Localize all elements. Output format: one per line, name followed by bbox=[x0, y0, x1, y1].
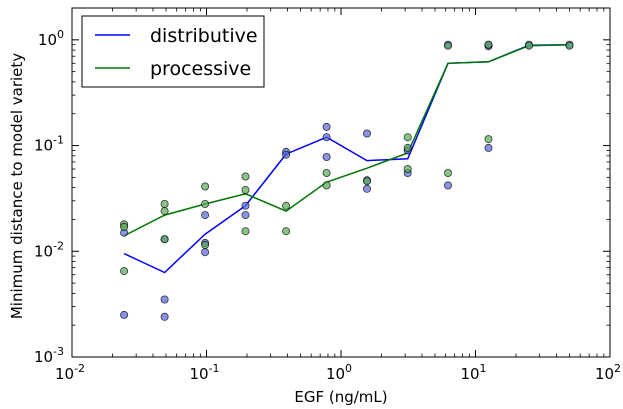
data-point-processive-18 bbox=[403, 143, 412, 152]
points-layer bbox=[120, 40, 574, 321]
data-point-distributive-11 bbox=[282, 150, 291, 159]
data-point-processive-3 bbox=[160, 199, 169, 208]
series-layer bbox=[123, 43, 570, 274]
y-tick-label: 10-2 bbox=[34, 239, 64, 260]
data-point-processive-6 bbox=[201, 182, 210, 191]
legend-label-processive: processive bbox=[150, 58, 251, 80]
data-point-distributive-14 bbox=[322, 152, 331, 161]
legend-label-distributive: distributive bbox=[150, 25, 258, 47]
data-point-processive-4 bbox=[160, 207, 169, 216]
data-point-distributive-12 bbox=[322, 122, 331, 131]
data-point-processive-10 bbox=[241, 185, 250, 194]
data-point-distributive-21 bbox=[443, 181, 452, 190]
data-point-processive-9 bbox=[241, 172, 250, 181]
y-tick-label: 10-3 bbox=[34, 345, 64, 366]
data-point-processive-7 bbox=[201, 199, 210, 208]
x-tick-label: 10-1 bbox=[189, 362, 219, 383]
data-point-processive-19 bbox=[403, 164, 412, 173]
data-point-distributive-8 bbox=[241, 201, 250, 210]
data-point-distributive-24 bbox=[484, 143, 493, 152]
data-point-processive-16 bbox=[362, 177, 371, 186]
data-point-processive-17 bbox=[403, 133, 412, 142]
x-tick-label: 101 bbox=[460, 362, 486, 383]
data-point-processive-5 bbox=[160, 235, 169, 244]
data-point-processive-2 bbox=[120, 267, 129, 276]
data-point-processive-23 bbox=[484, 135, 493, 144]
data-point-distributive-17 bbox=[362, 184, 371, 193]
data-point-distributive-7 bbox=[201, 248, 210, 257]
data-point-distributive-9 bbox=[241, 211, 250, 220]
data-point-processive-20 bbox=[443, 41, 452, 50]
data-point-processive-8 bbox=[201, 240, 210, 249]
data-point-distributive-4 bbox=[160, 312, 169, 321]
data-point-processive-21 bbox=[443, 168, 452, 177]
data-point-processive-11 bbox=[241, 227, 250, 236]
data-point-distributive-1 bbox=[120, 310, 129, 319]
y-tick-label: 100 bbox=[38, 28, 64, 49]
data-point-distributive-3 bbox=[160, 295, 169, 304]
legend: distributive processive bbox=[81, 15, 265, 88]
data-point-processive-22 bbox=[484, 40, 493, 49]
data-point-distributive-15 bbox=[362, 129, 371, 138]
data-point-processive-14 bbox=[322, 168, 331, 177]
data-point-processive-15 bbox=[322, 181, 331, 190]
ticks-layer bbox=[71, 7, 611, 358]
data-point-distributive-5 bbox=[201, 211, 210, 220]
series-line-processive bbox=[123, 43, 570, 237]
x-tick-label: 102 bbox=[595, 362, 621, 383]
y-tick-label: 10-1 bbox=[34, 134, 64, 155]
x-tick-label: 10-2 bbox=[55, 362, 85, 383]
data-point-processive-13 bbox=[282, 227, 291, 236]
data-point-processive-24 bbox=[525, 41, 534, 50]
data-point-processive-1 bbox=[120, 222, 129, 231]
legend-box bbox=[81, 15, 265, 88]
data-point-processive-12 bbox=[282, 201, 291, 210]
x-axis-label: EGF (ng/mL) bbox=[294, 388, 387, 406]
data-point-distributive-13 bbox=[322, 133, 331, 142]
y-axis-label: Minimum distance to model variety bbox=[8, 53, 26, 319]
x-tick-label: 100 bbox=[326, 362, 352, 383]
data-point-processive-25 bbox=[565, 41, 574, 50]
